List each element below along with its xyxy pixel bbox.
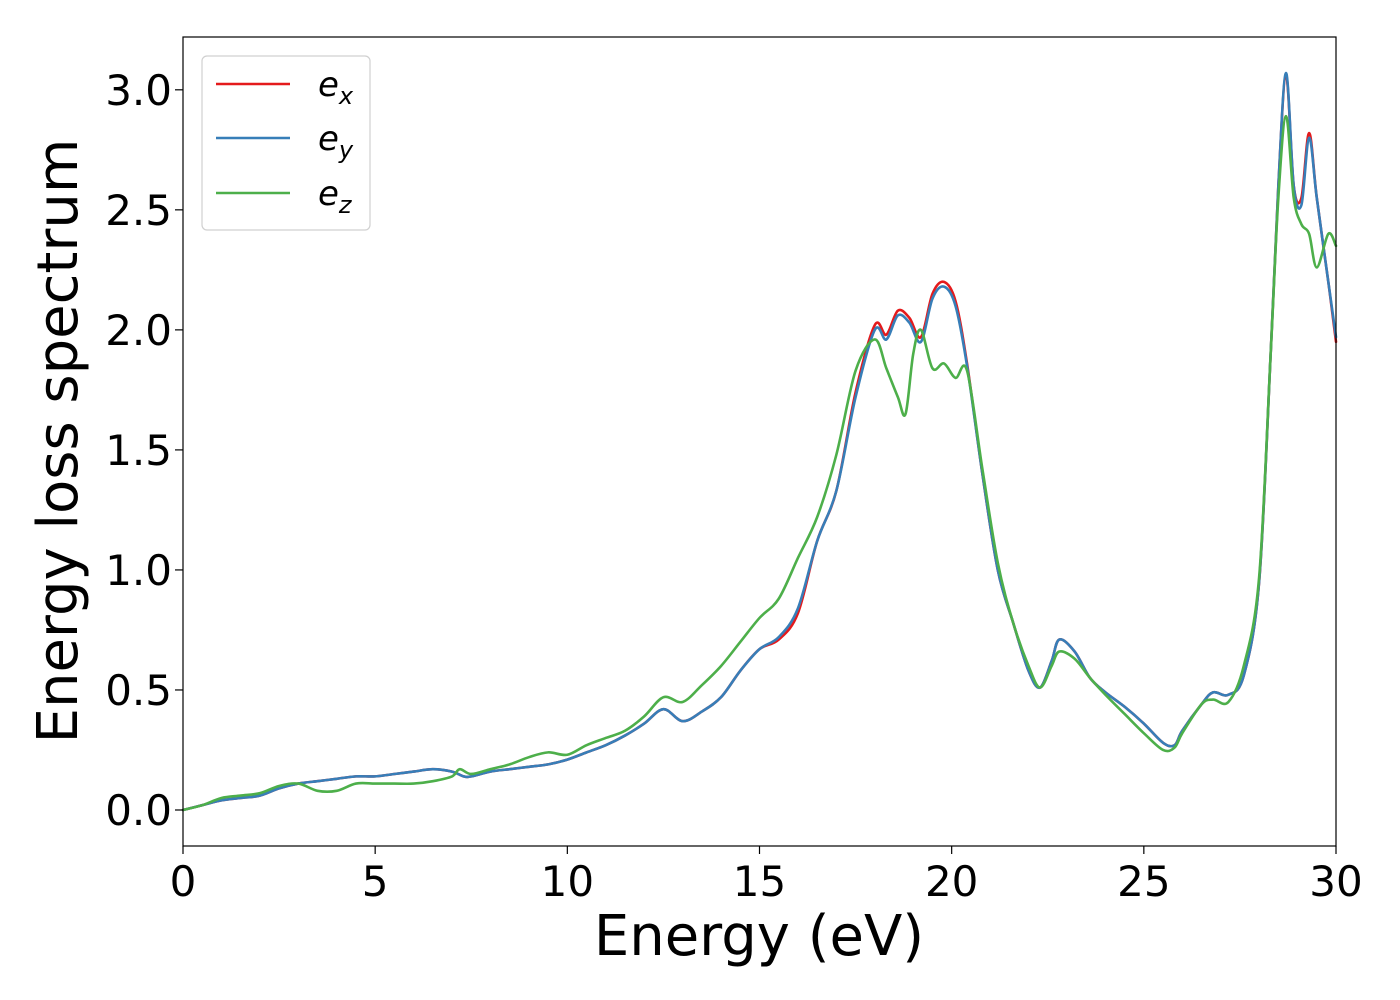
plot-area xyxy=(183,37,1336,846)
x-tick-label: 15 xyxy=(733,857,786,906)
y-tick-label: 2.0 xyxy=(105,306,172,355)
x-tick-label: 0 xyxy=(170,857,197,906)
x-axis-label: Energy (eV) xyxy=(594,904,924,969)
legend-label-x: ex xyxy=(318,65,354,110)
legend-label-y: ey xyxy=(318,119,354,164)
y-axis-label: Energy loss spectrum xyxy=(26,139,91,744)
legend-label-z: ez xyxy=(318,174,353,219)
x-axis-ticks: 0 5 10 15 20 25 30 xyxy=(170,846,1363,906)
series-line-z xyxy=(181,114,1338,812)
y-tick-label: 0.5 xyxy=(105,666,172,715)
x-tick-label: 10 xyxy=(541,857,594,906)
y-tick-label: 2.5 xyxy=(105,186,172,235)
y-axis-ticks: 0.0 0.5 1.0 1.5 2.0 2.5 3.0 xyxy=(105,66,183,835)
legend-box xyxy=(201,55,371,231)
x-tick-label: 25 xyxy=(1117,857,1170,906)
series-layer xyxy=(181,71,1338,812)
x-tick-label: 30 xyxy=(1309,857,1362,906)
y-tick-label: 0.0 xyxy=(105,786,172,835)
x-tick-label: 5 xyxy=(362,857,389,906)
y-tick-label: 1.0 xyxy=(105,546,172,595)
y-tick-label: 1.5 xyxy=(105,426,172,475)
y-tick-label: 3.0 xyxy=(105,66,172,115)
legend: ex ey ez xyxy=(201,55,371,231)
series-line-y xyxy=(181,71,1338,812)
x-tick-label: 20 xyxy=(925,857,978,906)
